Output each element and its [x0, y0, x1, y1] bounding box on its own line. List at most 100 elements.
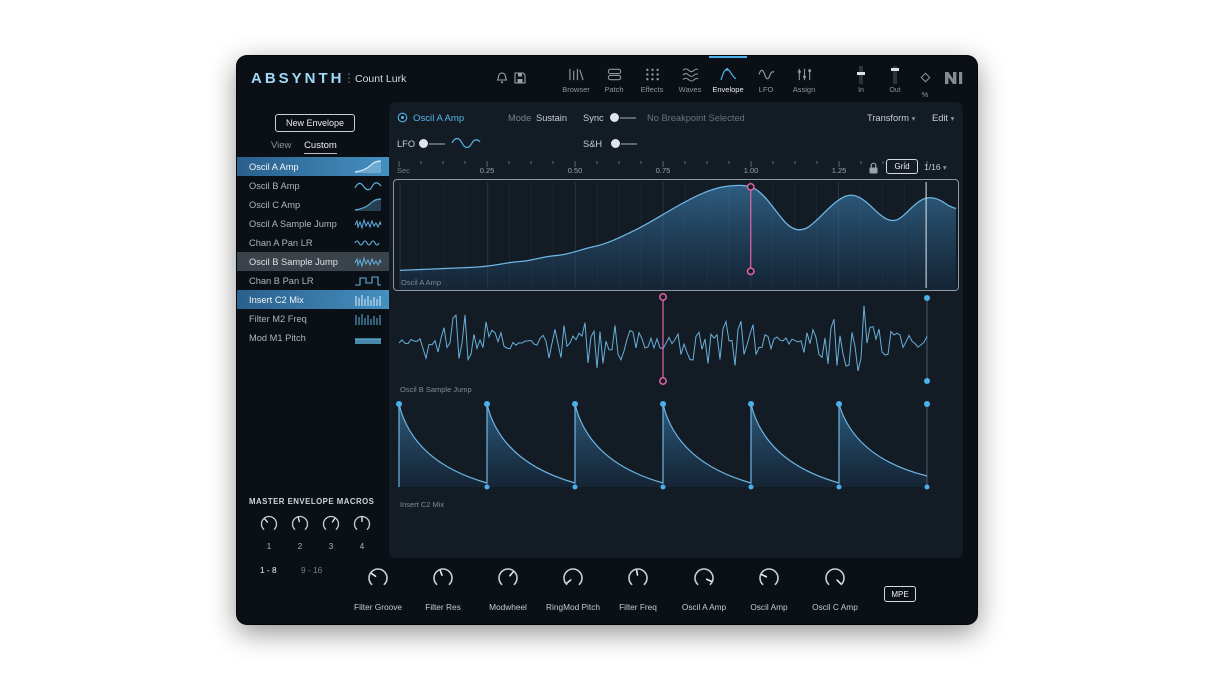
bank-tab-9-16[interactable]: 9 - 16 — [301, 565, 323, 575]
macro-knob-filter-res[interactable] — [431, 566, 455, 590]
sidebar-item-mod-m1-pitch[interactable]: Mod M1 Pitch — [237, 328, 389, 347]
ruler-tick-label: 0.50 — [567, 166, 583, 175]
end-breakpoint-dot[interactable] — [924, 378, 930, 384]
macro-knob-oscil-amp[interactable] — [757, 566, 781, 590]
macro-knob-4[interactable] — [352, 514, 372, 534]
output-meter-label: Out — [889, 87, 901, 94]
nav-tab-label: Waves — [678, 85, 702, 94]
macro-knob-oscil-c-amp[interactable] — [823, 566, 847, 590]
nav-tab-envelope[interactable]: Envelope — [709, 56, 747, 100]
caret-down-icon: ▾ — [950, 114, 955, 123]
sidebar-item-oscil-b-amp[interactable]: Oscil B Amp — [237, 176, 389, 195]
macro-knob-label: Oscil A Amp — [681, 602, 727, 612]
patch-name[interactable]: Count Lurk — [355, 73, 407, 85]
output-meter-track — [891, 66, 899, 84]
lock-icon[interactable] — [868, 162, 879, 175]
browser-icon — [568, 68, 584, 81]
macro-knob-ringmod-pitch[interactable] — [561, 566, 585, 590]
grid-value-dropdown[interactable]: 1/16 ▾ — [924, 162, 947, 172]
lfo-label: LFO — [397, 139, 416, 149]
nav-tab-assign[interactable]: Assign — [785, 56, 823, 100]
envelope-thumbnail-icon — [354, 198, 382, 212]
mode-value[interactable]: Sustain — [536, 113, 568, 123]
macro-knob-label: Filter Groove — [354, 602, 402, 612]
end-breakpoint-dot[interactable] — [924, 295, 930, 301]
envelope-item-label: Oscil A Sample Jump — [249, 218, 337, 229]
breakpoint-handle[interactable] — [746, 182, 755, 191]
nav-tab-lfo[interactable]: LFO — [747, 56, 785, 100]
tab-view[interactable]: View — [271, 140, 292, 151]
breakpoint-status: No Breakpoint Selected — [647, 113, 745, 123]
nav-tab-label: Assign — [792, 85, 816, 94]
edit-menu[interactable]: Edit ▾ — [932, 113, 955, 123]
input-meter[interactable]: In — [851, 66, 871, 94]
mpe-button[interactable]: MPE — [884, 586, 916, 602]
effects-icon — [645, 68, 659, 81]
absynth-logo: ABSYNTH — [251, 70, 345, 87]
macro-knob-modwheel[interactable] — [496, 566, 520, 590]
breakpoint-handle[interactable] — [659, 293, 667, 301]
macro-knob-label: Oscil Amp — [750, 602, 788, 612]
sidebar-item-insert-c2-mix[interactable]: Insert C2 Mix — [237, 290, 389, 309]
macro-knob-3[interactable] — [321, 514, 341, 534]
macro-knob-label: Filter Res — [425, 602, 461, 612]
envelope-enable-icon[interactable] — [397, 112, 408, 123]
envelope-lane-oscil-b-sample-jump[interactable]: Oscil B Sample Jump — [393, 293, 959, 397]
nav-tab-patch[interactable]: Patch — [595, 56, 633, 100]
envelope-curve-oscil-b-sample-jump[interactable] — [393, 293, 959, 397]
macro-knob-2[interactable] — [290, 514, 310, 534]
macro-knob-label: 2 — [297, 542, 303, 551]
patch-icon — [607, 68, 621, 81]
lfo-waveform-icon[interactable] — [451, 136, 481, 150]
bell-icon[interactable] — [495, 71, 509, 85]
bank-tab-1-8[interactable]: 1 - 8 — [260, 565, 277, 575]
sync-toggle[interactable] — [610, 113, 636, 123]
breakpoint-handle[interactable] — [659, 377, 667, 385]
input-meter-handle[interactable] — [857, 72, 865, 75]
sample-hold-toggle[interactable] — [611, 139, 637, 149]
time-ruler[interactable]: Sec 0.25 0.50 0.75 1.00 1.25 — [389, 160, 963, 178]
sidebar-item-oscil-a-amp[interactable]: Oscil A Amp — [237, 157, 389, 176]
macro-knob-1[interactable] — [259, 514, 279, 534]
lfo-toggle[interactable] — [419, 139, 445, 149]
envelope-lane-oscil-a-amp[interactable]: Oscil A Amp — [393, 179, 959, 291]
breakpoint-handle[interactable] — [746, 267, 755, 276]
sidebar-item-oscil-c-amp[interactable]: Oscil C Amp — [237, 195, 389, 214]
macro-knob-filter-freq[interactable] — [626, 566, 650, 590]
lane-label: Oscil B Sample Jump — [400, 385, 472, 394]
toggle-knob — [610, 113, 619, 122]
sidebar-item-oscil-a-sample-jump[interactable]: Oscil A Sample Jump — [237, 214, 389, 233]
envelope-thumbnail-icon — [354, 293, 382, 307]
output-meter[interactable]: Out — [885, 66, 905, 94]
selected-envelope-name: Oscil A Amp — [413, 113, 465, 124]
breakpoint-dots[interactable] — [396, 401, 930, 490]
envelope-thumbnail-icon — [354, 274, 382, 288]
sidebar-item-filter-m2-freq[interactable]: Filter M2 Freq — [237, 309, 389, 328]
nav-tab-browser[interactable]: Browser — [557, 56, 595, 100]
main-nav: Browser Patch Effects Waves Envelope — [557, 56, 823, 100]
envelope-curve-oscil-a-amp[interactable] — [394, 180, 958, 290]
toggle-knob — [611, 139, 620, 148]
envelope-curve-insert-c2-mix[interactable] — [393, 400, 959, 492]
transform-menu[interactable]: Transform ▾ — [867, 113, 916, 123]
tab-custom[interactable]: Custom — [304, 140, 337, 154]
caret-down-icon: ▾ — [942, 163, 947, 172]
envelope-list: Oscil A Amp Oscil B Amp Oscil C Amp Osci… — [237, 157, 389, 347]
nav-tab-label: Envelope — [712, 85, 744, 94]
percent-control[interactable]: % — [917, 68, 933, 99]
sidebar-item-oscil-b-sample-jump[interactable]: Oscil B Sample Jump — [237, 252, 389, 271]
sidebar-item-chan-b-pan-lr[interactable]: Chan B Pan LR — [237, 271, 389, 290]
macro-knob-filter-groove[interactable] — [366, 566, 390, 590]
save-icon[interactable] — [513, 71, 527, 85]
envelope-lane-insert-c2-mix[interactable] — [393, 400, 959, 492]
nav-tab-effects[interactable]: Effects — [633, 56, 671, 100]
new-envelope-button[interactable]: New Envelope — [275, 114, 355, 132]
nav-tab-waves[interactable]: Waves — [671, 56, 709, 100]
macro-knob-oscil-a-amp[interactable] — [692, 566, 716, 590]
macro-knob-label: Filter Freq — [619, 602, 657, 612]
sidebar-item-chan-a-pan-lr[interactable]: Chan A Pan LR — [237, 233, 389, 252]
mode-label: Mode — [508, 113, 532, 123]
grid-button[interactable]: Grid — [886, 159, 918, 174]
output-meter-handle[interactable] — [891, 68, 899, 71]
